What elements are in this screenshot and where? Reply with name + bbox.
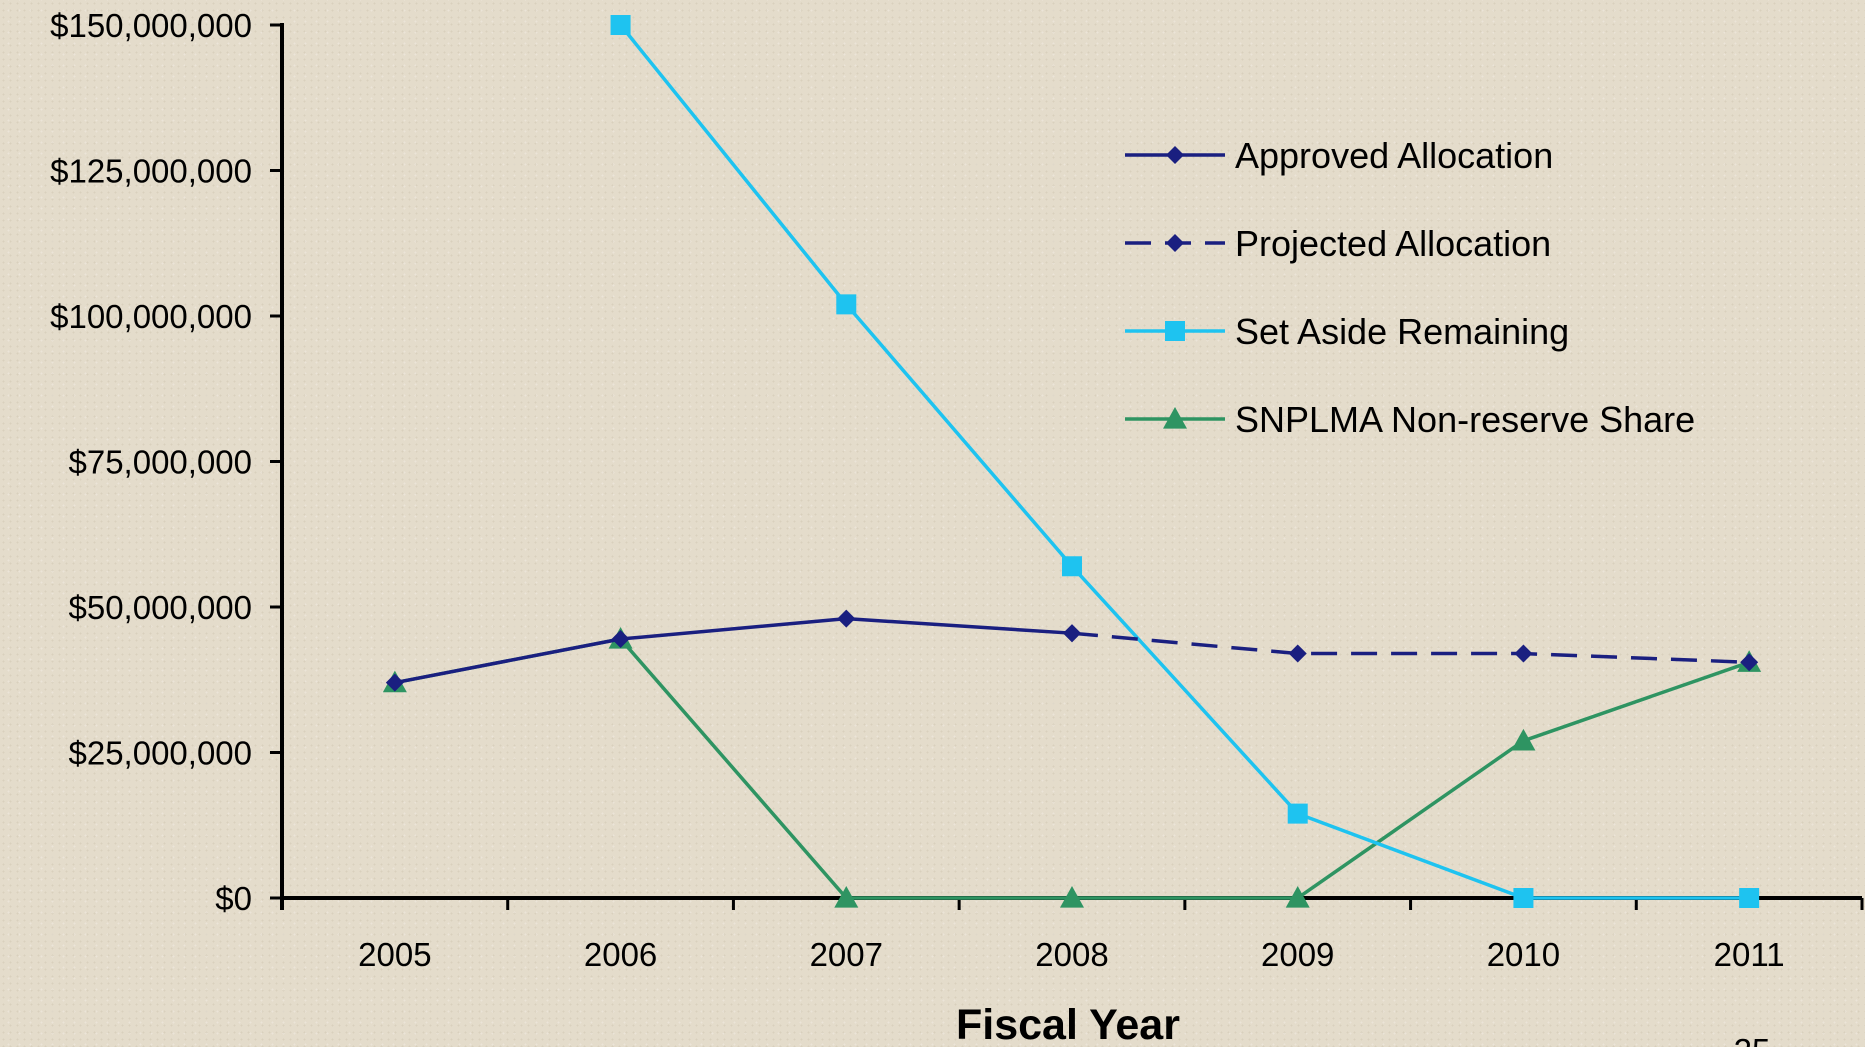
data-point (837, 609, 856, 628)
series-projected-allocation (1063, 624, 1759, 672)
legend-swatch-marker (1166, 146, 1184, 164)
x-tick-label: 2006 (584, 936, 657, 973)
y-tick-label: $50,000,000 (68, 589, 252, 626)
data-point (1288, 644, 1307, 663)
series-layer (382, 15, 1762, 908)
data-point (1740, 653, 1759, 672)
data-point (836, 294, 857, 315)
legend-label: Projected Allocation (1235, 223, 1551, 264)
series-line (394, 637, 1750, 900)
legend-item: Set Aside Remaining (1125, 311, 1569, 352)
series-snplma-non-reserve-share (382, 627, 1762, 908)
y-tick-label: $75,000,000 (68, 444, 252, 481)
legend-label: Approved Allocation (1235, 135, 1553, 176)
chart-axes: $0 $25,000,000 $50,000,000 $75,000,000 $100,… (50, 7, 1864, 973)
x-tick-label: 2011 (1714, 936, 1785, 973)
y-tick-label: $100,000,000 (50, 298, 252, 335)
x-tick-label: 2005 (358, 936, 431, 973)
data-point (610, 15, 631, 35)
legend-item: Approved Allocation (1125, 135, 1553, 176)
legend-label: Set Aside Remaining (1235, 311, 1569, 352)
data-point (1063, 624, 1081, 643)
x-tick-label: 2009 (1261, 936, 1334, 973)
series-approved-allocation (385, 609, 1081, 692)
data-point (611, 630, 630, 649)
legend-label: SNPLMA Non-reserve Share (1235, 399, 1695, 440)
data-point (1060, 886, 1084, 908)
x-tick-label: 2007 (810, 936, 883, 973)
legend-swatch-marker (1165, 321, 1185, 341)
series-line (619, 23, 1750, 900)
data-point (1062, 556, 1082, 577)
legend-item: Projected Allocation (1125, 223, 1551, 264)
data-point (1513, 888, 1534, 908)
data-point (1739, 888, 1760, 908)
y-tick-label: $0 (215, 880, 252, 917)
series-line (394, 616, 1073, 685)
y-tick-label: $150,000,000 (50, 7, 252, 44)
legend-item: SNPLMA Non-reserve Share (1125, 399, 1695, 440)
y-tick-label: $125,000,000 (50, 153, 252, 190)
legend-swatch-marker (1166, 234, 1184, 252)
x-tick-label: 2010 (1487, 936, 1560, 973)
legend-swatch-marker (1163, 407, 1187, 429)
data-point (834, 886, 859, 908)
page-number: 25 (1734, 1032, 1771, 1047)
data-point (1285, 886, 1310, 908)
x-tick-label: 2008 (1035, 936, 1108, 973)
data-point (1514, 644, 1533, 663)
data-point (1511, 728, 1536, 751)
chart-legend: Approved Allocation Projected Allocation S… (1125, 135, 1695, 440)
x-axis-title: Fiscal Year (956, 1001, 1180, 1047)
data-point (1287, 803, 1308, 824)
series-set-aside-remaining (610, 15, 1760, 908)
y-tick-label: $25,000,000 (68, 735, 252, 772)
series-line (1071, 631, 1750, 665)
data-point (385, 673, 404, 692)
